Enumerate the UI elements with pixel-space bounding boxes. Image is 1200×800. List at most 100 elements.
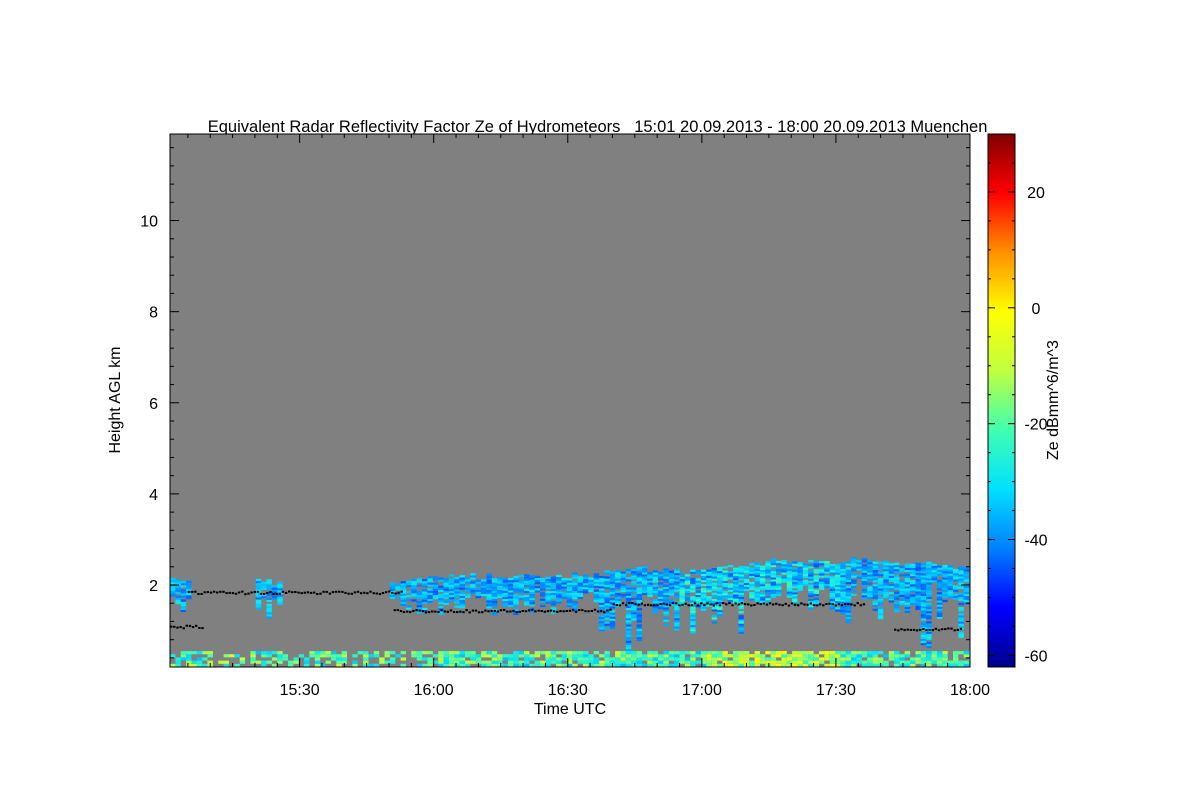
heatmap-cell bbox=[733, 651, 739, 655]
heatmap-cell bbox=[706, 604, 712, 607]
heatmap-cell bbox=[277, 586, 283, 589]
heatmap-cell bbox=[534, 586, 541, 589]
heatmap-cell bbox=[910, 565, 916, 568]
heatmap-cell bbox=[722, 590, 728, 594]
heatmap-cell bbox=[674, 663, 680, 667]
heatmap-cell bbox=[368, 663, 374, 667]
heatmap-cell bbox=[261, 654, 267, 658]
cloud-base-point bbox=[953, 629, 956, 632]
heatmap-cell bbox=[443, 584, 449, 587]
heatmap-cell bbox=[936, 594, 943, 597]
heatmap-cell bbox=[883, 660, 889, 664]
heatmap-cell bbox=[486, 602, 492, 605]
heatmap-cell bbox=[872, 602, 878, 605]
cloud-base-point bbox=[587, 610, 590, 613]
heatmap-cell bbox=[180, 657, 187, 661]
cloud-base-point bbox=[756, 602, 759, 605]
heatmap-cell bbox=[684, 598, 691, 602]
heatmap-cell bbox=[416, 578, 423, 581]
heatmap-cell bbox=[926, 598, 932, 601]
heatmap-cell bbox=[175, 581, 181, 584]
heatmap-cell bbox=[829, 584, 836, 587]
heatmap-cell bbox=[829, 654, 836, 658]
heatmap-cell bbox=[786, 585, 793, 588]
heatmap-cell bbox=[888, 571, 895, 574]
colorbar-label: Ze dBmm^6/m^3 bbox=[1045, 340, 1062, 460]
heatmap-cell bbox=[513, 600, 519, 603]
heatmap-cell bbox=[266, 660, 272, 664]
heatmap-cell bbox=[550, 580, 557, 583]
x-axis-label: Time UTC bbox=[534, 701, 606, 718]
heatmap-cell bbox=[625, 568, 632, 572]
heatmap-cell bbox=[524, 578, 530, 581]
heatmap-cell bbox=[658, 598, 664, 601]
heatmap-cell bbox=[872, 561, 878, 564]
heatmap-cell bbox=[920, 567, 927, 570]
heatmap-cell bbox=[690, 588, 696, 591]
heatmap-cell bbox=[883, 564, 889, 568]
heatmap-cell bbox=[642, 568, 648, 571]
heatmap-cell bbox=[936, 573, 943, 576]
heatmap-cell bbox=[936, 614, 943, 617]
heatmap-cell bbox=[926, 590, 932, 593]
cloud-base-point bbox=[759, 603, 762, 606]
heatmap-cell bbox=[829, 605, 836, 608]
heatmap-cell bbox=[620, 657, 626, 661]
heatmap-cell bbox=[540, 586, 546, 589]
heatmap-cell bbox=[271, 591, 278, 594]
heatmap-cell bbox=[481, 581, 487, 584]
cloud-base-point bbox=[228, 591, 231, 594]
heatmap-cell bbox=[615, 596, 621, 600]
heatmap-cell bbox=[443, 654, 449, 658]
heatmap-cell bbox=[845, 608, 852, 611]
heatmap-cell bbox=[738, 615, 744, 618]
heatmap-cell bbox=[717, 657, 723, 661]
heatmap-cell bbox=[711, 615, 718, 618]
heatmap-cell bbox=[781, 570, 787, 573]
heatmap-cell bbox=[684, 663, 691, 667]
heatmap-cell bbox=[904, 588, 911, 591]
heatmap-cell bbox=[754, 663, 760, 667]
cloud-base-point bbox=[487, 610, 490, 613]
heatmap-cell bbox=[513, 577, 519, 581]
heatmap-cell bbox=[717, 605, 723, 609]
heatmap-cell bbox=[545, 576, 551, 580]
heatmap-cell bbox=[170, 663, 176, 667]
heatmap-cell bbox=[894, 597, 900, 600]
heatmap-cell bbox=[406, 599, 412, 602]
heatmap-cell bbox=[770, 583, 777, 586]
cloud-base-point bbox=[170, 625, 173, 628]
heatmap-cell bbox=[792, 561, 798, 564]
heatmap-cell bbox=[529, 591, 535, 594]
heatmap-cell bbox=[481, 589, 487, 592]
heatmap-cell bbox=[406, 605, 412, 608]
heatmap-cell bbox=[824, 563, 830, 566]
heatmap-cell bbox=[448, 660, 455, 664]
heatmap-cell bbox=[936, 600, 943, 603]
heatmap-cell bbox=[513, 594, 519, 597]
heatmap-cell bbox=[829, 596, 836, 600]
heatmap-cell bbox=[829, 582, 836, 585]
heatmap-cell bbox=[926, 615, 932, 618]
cloud-base-point bbox=[456, 611, 459, 614]
heatmap-cell bbox=[540, 600, 546, 603]
heatmap-cell bbox=[920, 622, 927, 625]
heatmap-cell bbox=[947, 569, 954, 572]
cloud-base-point bbox=[496, 610, 500, 613]
cloud-base-markers bbox=[170, 590, 963, 632]
heatmap-cell bbox=[443, 596, 449, 599]
heatmap-cell bbox=[700, 569, 707, 572]
heatmap-cell bbox=[459, 579, 465, 582]
heatmap-cell bbox=[845, 590, 852, 593]
heatmap-cell bbox=[255, 603, 262, 606]
heatmap-cell bbox=[738, 566, 744, 569]
heatmap-cell bbox=[518, 585, 524, 588]
heatmap-cell bbox=[910, 573, 916, 577]
heatmap-cell bbox=[700, 590, 707, 593]
heatmap-cell bbox=[170, 654, 176, 658]
heatmap-cell bbox=[743, 570, 750, 573]
heatmap-cell bbox=[486, 654, 492, 658]
heatmap-cell bbox=[427, 596, 433, 599]
cloud-base-point bbox=[443, 610, 446, 613]
heatmap-cell bbox=[786, 566, 793, 569]
